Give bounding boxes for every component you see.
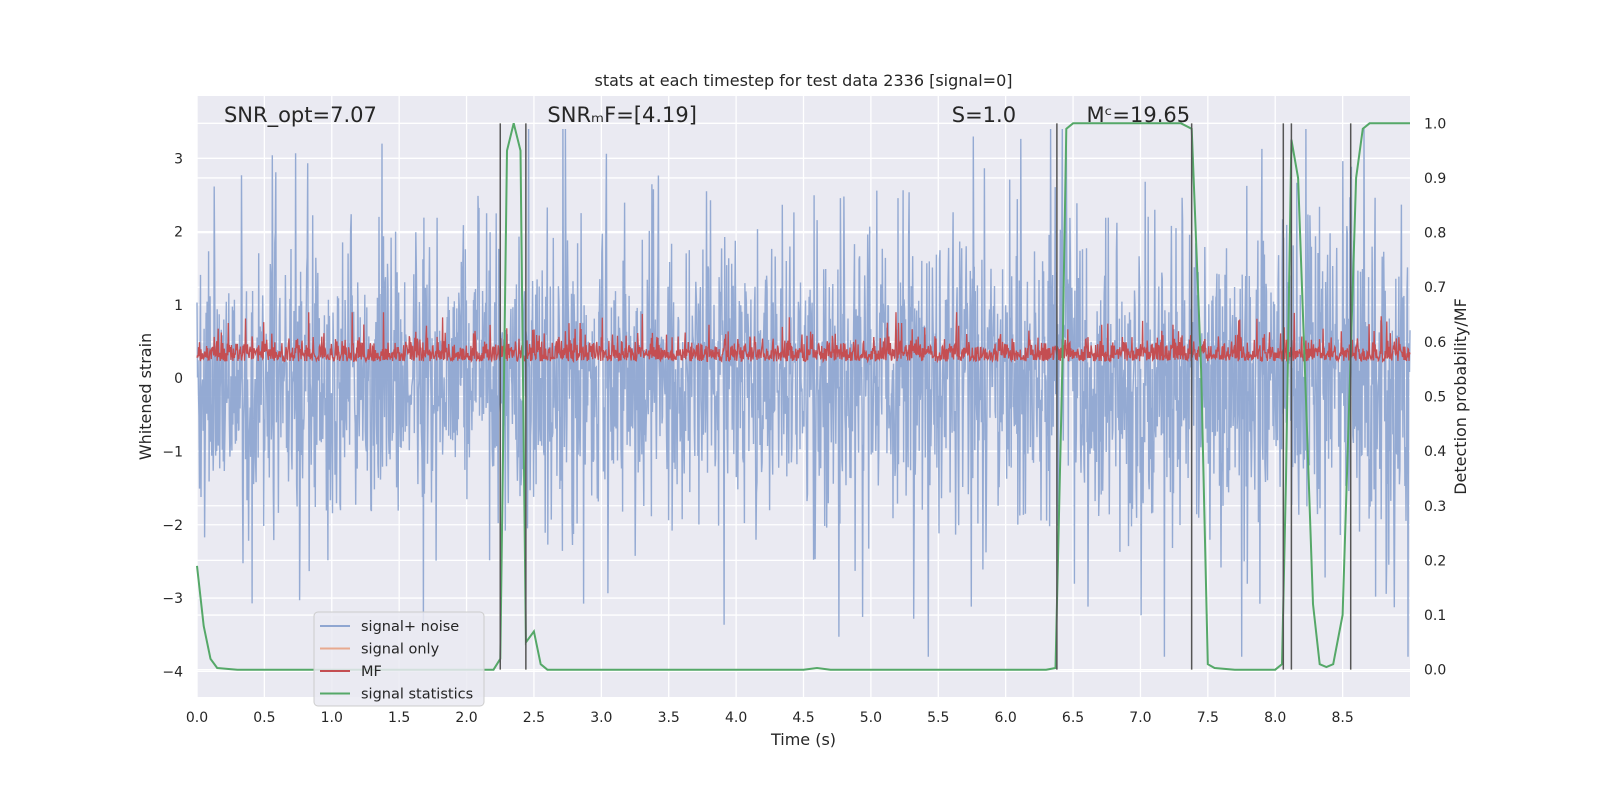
legend-label: signal statistics <box>361 687 473 703</box>
y-axis-label: Whitened strain <box>136 333 155 460</box>
y2-tick-label: 0.7 <box>1424 280 1446 296</box>
x-tick-label: 7.0 <box>1129 710 1151 726</box>
x-tick-label: 1.0 <box>321 710 343 726</box>
legend-box <box>313 611 485 707</box>
y-tick-label: −4 <box>162 664 183 680</box>
series-layer <box>196 122 1411 671</box>
y2-tick-label: 0.5 <box>1424 390 1446 406</box>
x-tick-label: 0.5 <box>253 710 275 726</box>
x-tick-label: 2.5 <box>523 710 545 726</box>
y2-axis-label: Detection probability/MF <box>1451 298 1470 495</box>
legend-label: MF <box>361 664 382 680</box>
series-mf <box>196 312 1411 364</box>
y-tick-label: 1 <box>174 298 183 314</box>
y2-tick-label: 0.1 <box>1424 608 1446 624</box>
x-tick-label: 5.5 <box>927 710 949 726</box>
annotation-text: SNR_opt=7.07 <box>224 103 377 128</box>
annotations: SNR_opt=7.07 SNRₘF=[4.19] S=1.0 Mᶜ=19.65 <box>224 103 1190 128</box>
x-tick-label: 3.0 <box>590 710 612 726</box>
chart-title: stats at each timestep for test data 233… <box>594 71 1012 90</box>
y-tick-label: 3 <box>174 151 183 167</box>
y2-tick-label: 1.0 <box>1424 116 1446 132</box>
x-tick-label: 4.0 <box>725 710 747 726</box>
y-tick-label: −2 <box>162 518 183 534</box>
y2-tick-label: 0.0 <box>1424 663 1446 679</box>
x-tick-label: 6.0 <box>995 710 1017 726</box>
legend-label: signal only <box>361 642 440 658</box>
tick-labels: 0.0 0.5 1.0 1.5 2.0 2.5 3.0 3.5 4.0 4.5 5.0 5.5 6.0 6… <box>162 116 1446 726</box>
x-tick-label: 8.0 <box>1264 710 1286 726</box>
x-tick-label: 8.5 <box>1331 710 1353 726</box>
y2-tick-label: 0.9 <box>1424 171 1446 187</box>
series-signal-noise <box>196 128 1411 657</box>
annotation-text: S=1.0 <box>952 103 1016 127</box>
x-tick-label: 2.0 <box>455 710 477 726</box>
y-tick-label: 2 <box>174 225 183 241</box>
annotation-text: SNRₘF=[4.19] <box>547 103 697 127</box>
y2-tick-label: 0.4 <box>1424 444 1446 460</box>
y-tick-label: −3 <box>162 591 183 607</box>
x-tick-label: 0.0 <box>186 710 208 726</box>
y-tick-label: −1 <box>162 444 183 460</box>
y2-tick-label: 0.8 <box>1424 226 1446 242</box>
x-tick-label: 3.5 <box>658 710 680 726</box>
y-tick-label: 0 <box>174 371 183 387</box>
series-signal-statistics <box>196 122 1410 671</box>
annotation-text: Mᶜ=19.65 <box>1087 103 1191 127</box>
x-tick-label: 7.5 <box>1197 710 1219 726</box>
x-tick-label: 1.5 <box>388 710 410 726</box>
x-tick-label: 4.5 <box>792 710 814 726</box>
vertical-markers <box>499 123 1352 670</box>
y2-tick-label: 0.6 <box>1424 335 1446 351</box>
legend: signal+ noise signal only MF signal statist… <box>313 611 485 707</box>
x-axis-label: Time (s) <box>770 730 836 749</box>
y2-tick-label: 0.3 <box>1424 499 1446 515</box>
x-tick-label: 5.0 <box>860 710 882 726</box>
y2-tick-label: 0.2 <box>1424 553 1446 569</box>
legend-label: signal+ noise <box>361 619 459 635</box>
x-tick-label: 6.5 <box>1062 710 1084 726</box>
